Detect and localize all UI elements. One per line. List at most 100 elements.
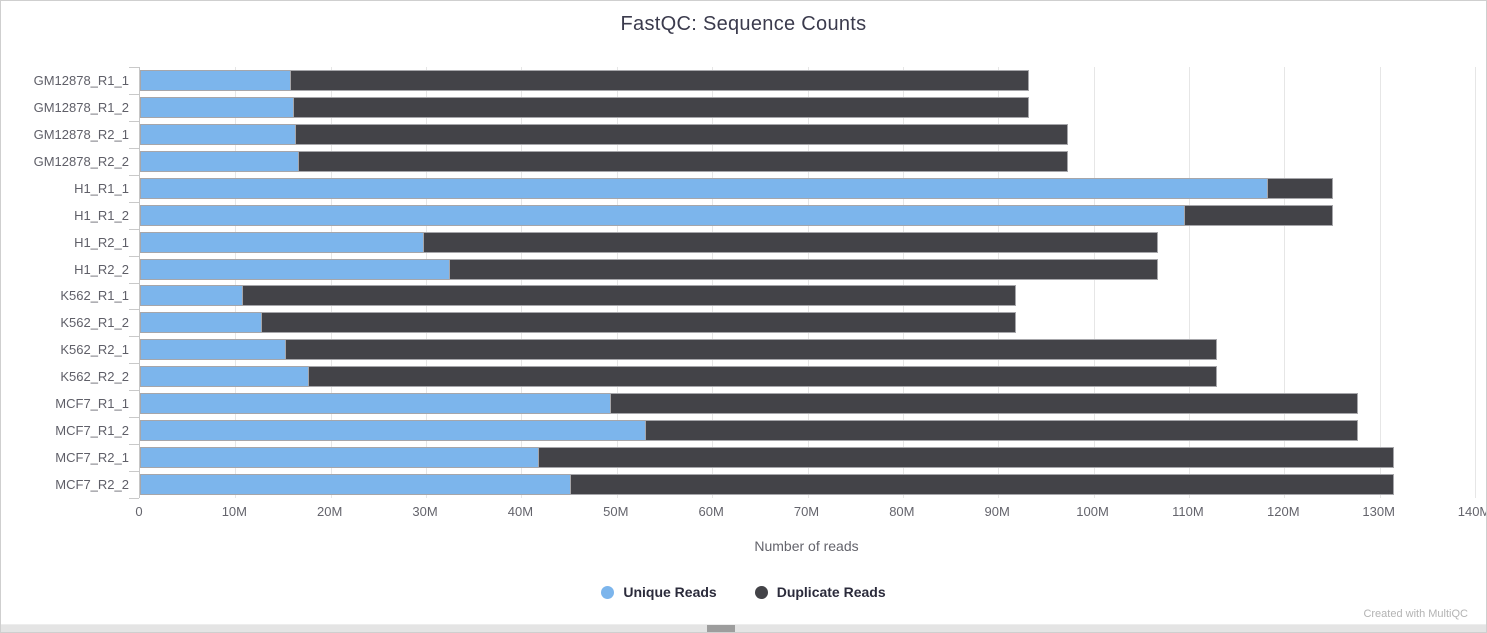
bar-stack-K562_R1_1	[140, 285, 1475, 307]
unique-reads-legend-marker-icon	[601, 585, 615, 599]
bar-stack-K562_R2_2	[140, 366, 1475, 388]
duplicate-reads-segment[interactable]	[293, 96, 1029, 118]
unique-reads-segment[interactable]	[140, 474, 571, 496]
duplicate-reads-segment[interactable]	[284, 339, 1218, 361]
unique-reads-segment[interactable]	[140, 285, 243, 307]
duplicate-reads-segment[interactable]	[261, 312, 1017, 334]
y-axis-tick-mark	[129, 147, 139, 149]
y-axis-tick-mark	[129, 444, 139, 446]
y-axis-tick-mark	[129, 228, 139, 230]
y-axis-label: GM12878_R2_1	[33, 126, 129, 142]
duplicate-reads-segment[interactable]	[645, 420, 1358, 442]
x-tick-label: 60M	[698, 504, 724, 519]
duplicate-reads-segment[interactable]	[423, 231, 1159, 253]
unique-reads-segment[interactable]	[140, 312, 263, 334]
gridline	[1379, 67, 1381, 498]
unique-reads-segment[interactable]	[140, 69, 291, 91]
y-axis-tick-mark	[129, 336, 139, 338]
unique-reads-segment[interactable]	[140, 150, 300, 172]
bar-row	[140, 121, 1475, 148]
horizontal-scrollbar[interactable]	[1, 624, 1486, 632]
x-axis-title: Number of reads	[754, 538, 859, 554]
y-axis-label: K562_R1_2	[60, 315, 129, 331]
y-axis-tick-mark	[129, 67, 139, 68]
x-tick-label: 140M	[1457, 504, 1486, 519]
unique-reads-segment[interactable]	[140, 177, 1269, 199]
x-tick-labels: 0 10M 20M 30M 40M 50M 60M 70M 80M 90M 100M 110M 120M…	[135, 504, 1486, 524]
x-tick-label: 70M	[793, 504, 820, 519]
y-axis-tick-mark	[129, 390, 139, 392]
unique-reads-segment[interactable]	[140, 231, 425, 253]
bar-stack-MCF7_R1_2	[140, 420, 1475, 442]
y-axis-label: GM12878_R2_2	[33, 153, 129, 169]
y-axis-label: K562_R2_2	[60, 369, 129, 385]
y-axis-label: H1_R1_2	[74, 207, 129, 223]
x-tick-label: 20M	[317, 504, 343, 519]
x-tick-label: 130M	[1362, 504, 1395, 519]
duplicate-reads-segment[interactable]	[295, 123, 1068, 145]
unique-reads-segment[interactable]	[140, 258, 450, 280]
gridline	[616, 67, 618, 498]
chart-title: FastQC: Sequence Counts	[620, 13, 867, 35]
scrollbar-thumb[interactable]	[707, 625, 735, 632]
bar-stack-K562_R2_1	[140, 339, 1475, 361]
bar-stack-GM12878_R1_2	[140, 96, 1475, 118]
duplicate-reads-segment[interactable]	[1184, 204, 1333, 226]
duplicate-reads-segment[interactable]	[241, 285, 1017, 307]
legend-item-unique-reads[interactable]: Unique Reads	[601, 584, 717, 600]
unique-reads-segment[interactable]	[140, 420, 647, 442]
bar-stack-H1_R1_1	[140, 177, 1475, 199]
plot-area	[139, 67, 1476, 498]
y-axis-tick-mark	[129, 417, 139, 419]
gridline	[712, 67, 714, 498]
x-tick-label: 40M	[507, 504, 534, 519]
bar-stack-GM12878_R2_2	[140, 150, 1475, 172]
bar-stack-H1_R1_2	[140, 204, 1475, 226]
y-axis-tick-mark	[129, 255, 139, 257]
duplicate-reads-segment[interactable]	[537, 447, 1394, 469]
y-axis-label: K562_R2_1	[60, 342, 129, 358]
bar-stack-H1_R2_1	[140, 231, 1475, 253]
legend-item-duplicate-reads[interactable]: Duplicate Reads	[754, 584, 886, 600]
duplicate-reads-segment[interactable]	[570, 474, 1394, 496]
y-axis-label: MCF7_R2_2	[55, 477, 129, 493]
unique-reads-segment[interactable]	[140, 96, 295, 118]
y-axis-tick-mark	[129, 498, 139, 499]
duplicate-reads-segment[interactable]	[298, 150, 1068, 172]
multiqc-credit: Created with MultiQC	[1363, 608, 1468, 620]
duplicate-reads-segment[interactable]	[610, 393, 1358, 415]
duplicate-reads-segment[interactable]	[307, 366, 1218, 388]
unique-reads-segment[interactable]	[140, 204, 1186, 226]
unique-reads-segment[interactable]	[140, 447, 539, 469]
bar-row	[140, 175, 1475, 202]
unique-reads-segment[interactable]	[140, 123, 297, 145]
unique-reads-segment[interactable]	[140, 393, 612, 415]
bar-row	[140, 471, 1475, 498]
unique-reads-segment[interactable]	[140, 339, 286, 361]
duplicate-reads-segment[interactable]	[289, 69, 1029, 91]
gridline	[1284, 67, 1286, 498]
y-axis-label: H1_R2_1	[74, 234, 129, 250]
bar-row	[140, 417, 1475, 444]
duplicate-reads-segment[interactable]	[448, 258, 1159, 280]
x-tick-label: 90M	[984, 504, 1010, 519]
y-axis-label: MCF7_R1_2	[55, 423, 129, 439]
y-axis-label: MCF7_R1_1	[55, 396, 129, 412]
y-axis-label: H1_R1_1	[74, 180, 129, 196]
y-axis-tick-mark	[129, 201, 139, 203]
gridline	[330, 67, 332, 498]
duplicate-reads-segment[interactable]	[1267, 177, 1333, 199]
bar-stack-MCF7_R1_1	[140, 393, 1475, 415]
unique-reads-segment[interactable]	[140, 366, 309, 388]
bar-row	[140, 309, 1475, 336]
y-axis-label: H1_R2_2	[74, 261, 129, 277]
bar-stack-GM12878_R1_1	[140, 69, 1475, 91]
bar-stack-H1_R2_2	[140, 258, 1475, 280]
gridline	[1093, 67, 1095, 498]
x-tick-label: 100M	[1076, 504, 1109, 519]
gridline	[1188, 67, 1190, 498]
y-axis-tick-mark	[129, 93, 139, 95]
bar-row	[140, 67, 1475, 94]
bar-stack-MCF7_R2_2	[140, 474, 1475, 496]
bar-row	[140, 336, 1475, 363]
